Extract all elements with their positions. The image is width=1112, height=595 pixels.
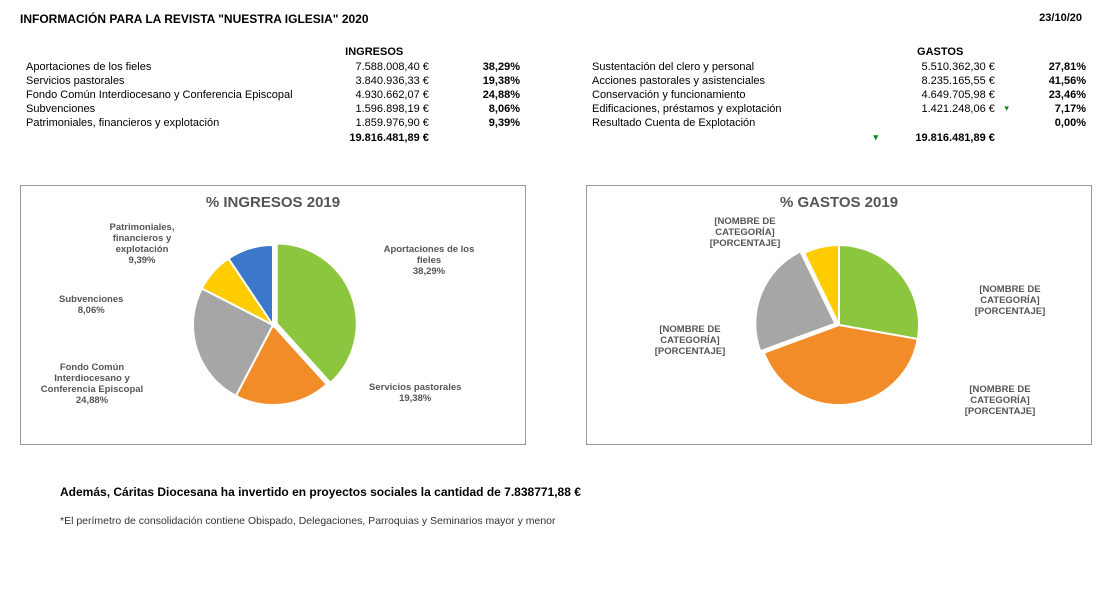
row-label: Resultado Cuenta de Explotación <box>586 116 879 130</box>
table-row: Subvenciones1.596.898,19 €8,06% <box>20 102 526 116</box>
row-amount: 4.649.705,98 € <box>879 88 1000 102</box>
pie-label: [NOMBRE DE CATEGORÍA][PORCENTAJE] <box>955 285 1065 318</box>
row-label: Acciones pastorales y asistenciales <box>586 74 879 88</box>
charts-row: % INGRESOS 2019 Aportaciones de los fiel… <box>20 185 1092 445</box>
row-label: Aportaciones de los fieles <box>20 60 313 74</box>
gastos-table: GASTOS Sustentación del clero y personal… <box>586 44 1092 145</box>
row-label: Servicios pastorales <box>20 74 313 88</box>
footer-bold-line: Además, Cáritas Diocesana ha invertido e… <box>60 485 1092 499</box>
chart-ingresos-title: % INGRESOS 2019 <box>29 194 517 211</box>
pie-label: Aportaciones de los fieles38,29% <box>374 245 484 278</box>
pie-label: Subvenciones8,06% <box>59 295 123 317</box>
row-amount: 3.840.936,33 € <box>313 74 434 88</box>
pie-label: Patrimoniales, financieros y explotación… <box>87 223 197 267</box>
row-pct: 24,88% <box>435 88 526 102</box>
gastos-header: GASTOS <box>879 44 1000 60</box>
row-pct: 8,06% <box>435 102 526 116</box>
pie-label: Servicios pastorales19,38% <box>369 383 461 405</box>
table-row: Fondo Común Interdiocesano y Conferencia… <box>20 88 526 102</box>
row-label: Conservación y funcionamiento <box>586 88 879 102</box>
row-label: Subvenciones <box>20 102 313 116</box>
pie-label: [NOMBRE DE CATEGORÍA][PORCENTAJE] <box>690 217 800 250</box>
row-pct: 19,38% <box>435 74 526 88</box>
page-title: INFORMACIÓN PARA LA REVISTA "NUESTRA IGL… <box>20 12 369 26</box>
row-amount: 1.421.248,06 €▾ <box>879 102 1000 116</box>
row-pct: 27,81% <box>1001 60 1092 74</box>
chart-gastos-title: % GASTOS 2019 <box>595 194 1083 211</box>
header-row: INFORMACIÓN PARA LA REVISTA "NUESTRA IGL… <box>20 12 1092 26</box>
row-label: Sustentación del clero y personal <box>586 60 879 74</box>
row-pct: 38,29% <box>435 60 526 74</box>
row-pct: 0,00% <box>1001 116 1092 130</box>
table-row: Edificaciones, préstamos y explotación1.… <box>586 102 1092 116</box>
ingresos-header: INGRESOS <box>313 44 434 60</box>
chart-gastos: % GASTOS 2019 [NOMBRE DE CATEGORÍA][PORC… <box>586 185 1092 445</box>
footer-note: *El perímetro de consolidación contiene … <box>60 515 1092 527</box>
row-amount: 1.596.898,19 € <box>313 102 434 116</box>
table-row: Servicios pastorales3.840.936,33 €19,38% <box>20 74 526 88</box>
row-pct: 23,46% <box>1001 88 1092 102</box>
table-row: Patrimoniales, financieros y explotación… <box>20 116 526 130</box>
row-pct: 41,56% <box>1001 74 1092 88</box>
ingresos-table: INGRESOS Aportaciones de los fieles7.588… <box>20 44 526 145</box>
pie-label: Fondo Común Interdiocesano y Conferencia… <box>37 363 147 407</box>
row-pct: 9,39% <box>435 116 526 130</box>
table-row: Conservación y funcionamiento4.649.705,9… <box>586 88 1092 102</box>
row-label: Fondo Común Interdiocesano y Conferencia… <box>20 88 313 102</box>
row-pct: 7,17% <box>1001 102 1092 116</box>
table-row: Sustentación del clero y personal5.510.3… <box>586 60 1092 74</box>
row-amount: 1.859.976,90 € <box>313 116 434 130</box>
row-amount: 5.510.362,30 € <box>879 60 1000 74</box>
row-amount <box>879 116 1000 130</box>
table-row: Acciones pastorales y asistenciales8.235… <box>586 74 1092 88</box>
chart-ingresos: % INGRESOS 2019 Aportaciones de los fiel… <box>20 185 526 445</box>
table-row: Resultado Cuenta de Explotación 0,00% <box>586 116 1092 130</box>
gastos-total: 19.816.481,89 € <box>915 132 995 144</box>
row-amount: 7.588.008,40 € <box>313 60 434 74</box>
row-amount: 4.930.662,07 € <box>313 88 434 102</box>
row-label: Patrimoniales, financieros y explotación <box>20 116 313 130</box>
pie-label: [NOMBRE DE CATEGORÍA][PORCENTAJE] <box>945 385 1055 418</box>
row-amount: 8.235.165,55 € <box>879 74 1000 88</box>
row-label: Edificaciones, préstamos y explotación <box>586 102 879 116</box>
tables-row: INGRESOS Aportaciones de los fieles7.588… <box>20 44 1092 145</box>
report-date: 23/10/20 <box>1039 12 1082 26</box>
ingresos-total: 19.816.481,89 € <box>313 130 434 145</box>
pie-label: [NOMBRE DE CATEGORÍA][PORCENTAJE] <box>635 325 745 358</box>
table-row: Aportaciones de los fieles7.588.008,40 €… <box>20 60 526 74</box>
pie-slice <box>839 245 919 339</box>
